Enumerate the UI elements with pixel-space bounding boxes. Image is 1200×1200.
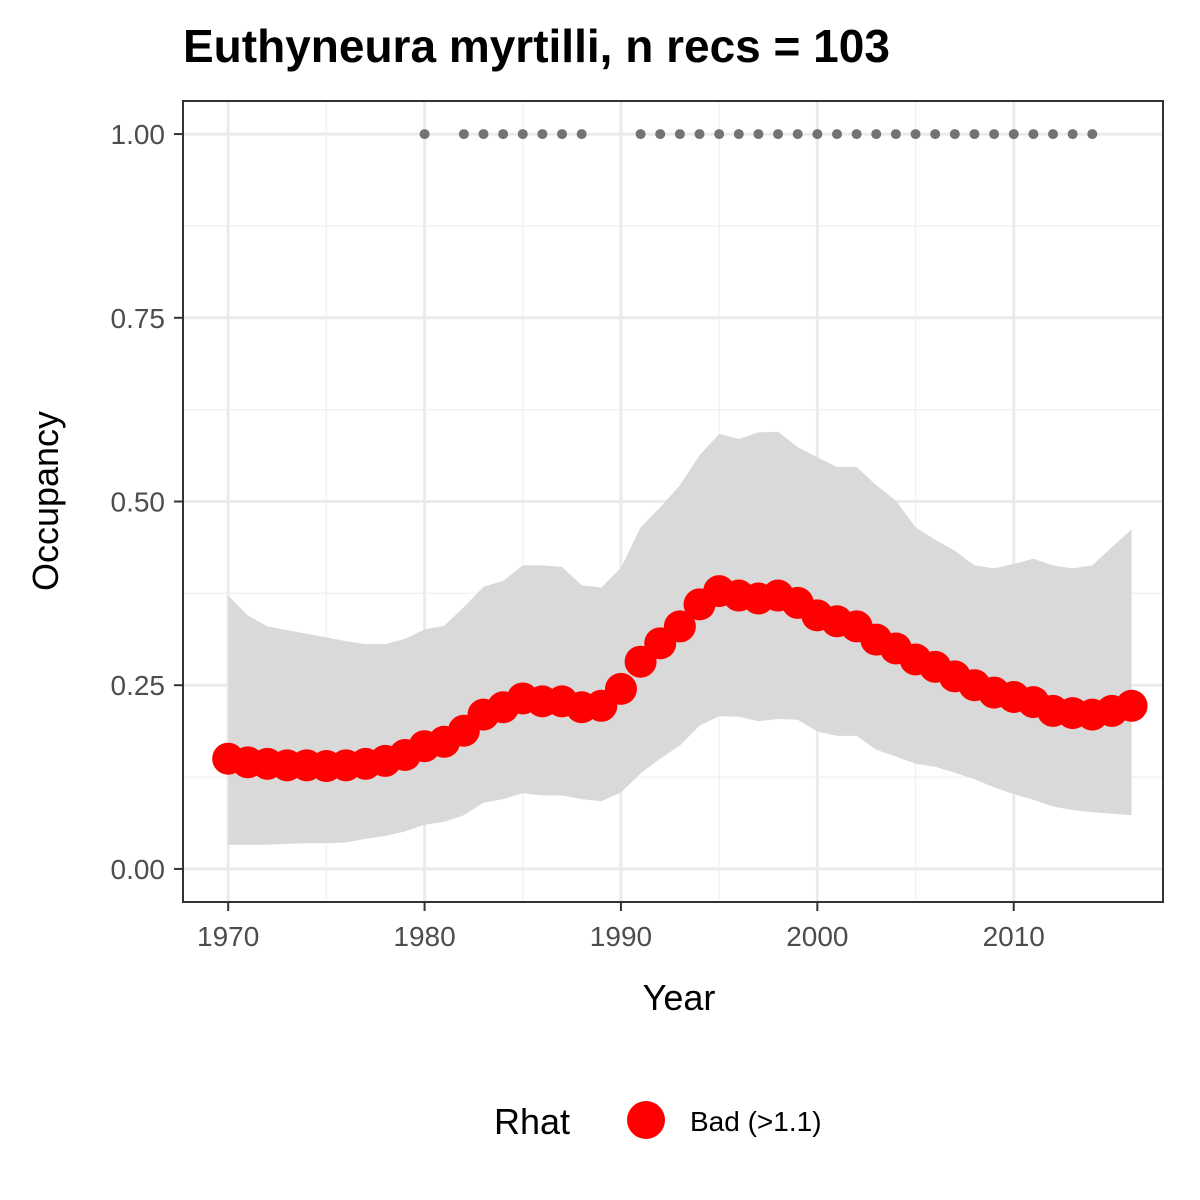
record-point [517,129,528,140]
x-axis: 1970 1980 1990 2000 2010 [197,902,1045,952]
x-tick-label: 1970 [197,921,259,952]
record-point [674,129,685,140]
record-point [969,129,980,140]
record-point [557,129,568,140]
legend-key-bad [627,1101,665,1139]
record-point [890,129,901,140]
record-point [458,129,469,140]
record-point [1087,129,1098,140]
legend-title: Rhat [494,1101,570,1142]
record-point [576,129,587,140]
y-tick-label: 0.25 [111,670,166,701]
record-point [1008,129,1019,140]
occupancy-point [663,610,696,643]
record-point [871,129,882,140]
record-point [812,129,823,140]
record-point [831,129,842,140]
record-point [1028,129,1039,140]
record-point [714,129,725,140]
record-point [655,129,666,140]
record-year-points [419,129,1098,140]
record-point [910,129,921,140]
record-point [930,129,941,140]
x-tick-label: 1980 [393,921,455,952]
occupancy-point [1115,689,1148,722]
y-tick-label: 0.00 [111,854,166,885]
x-axis-title: Year [643,977,716,1018]
record-point [733,129,744,140]
record-point [851,129,862,140]
x-tick-label: 2010 [983,921,1045,952]
occupancy-point [604,672,637,705]
record-point [694,129,705,140]
record-point [989,129,1000,140]
record-point [773,129,784,140]
chart-title: Euthyneura myrtilli, n recs = 103 [183,20,890,72]
record-point [949,129,960,140]
y-axis: 0.00 0.25 0.50 0.75 1.00 [111,119,183,885]
record-point [1067,129,1078,140]
legend-label-bad: Bad (>1.1) [690,1106,822,1137]
record-point [478,129,489,140]
record-point [537,129,548,140]
y-tick-label: 0.75 [111,303,166,334]
x-tick-label: 2000 [786,921,848,952]
plot-panel [182,100,1164,903]
record-point [792,129,803,140]
legend: Rhat Bad (>1.1) [494,1101,822,1142]
record-point [753,129,764,140]
x-tick-label: 1990 [590,921,652,952]
y-axis-title: Occupancy [25,411,66,591]
occupancy-series [212,575,1148,783]
record-point [635,129,646,140]
record-point [419,129,430,140]
record-point [498,129,509,140]
y-tick-label: 0.50 [111,487,166,518]
y-tick-label: 1.00 [111,119,166,150]
record-point [1048,129,1059,140]
